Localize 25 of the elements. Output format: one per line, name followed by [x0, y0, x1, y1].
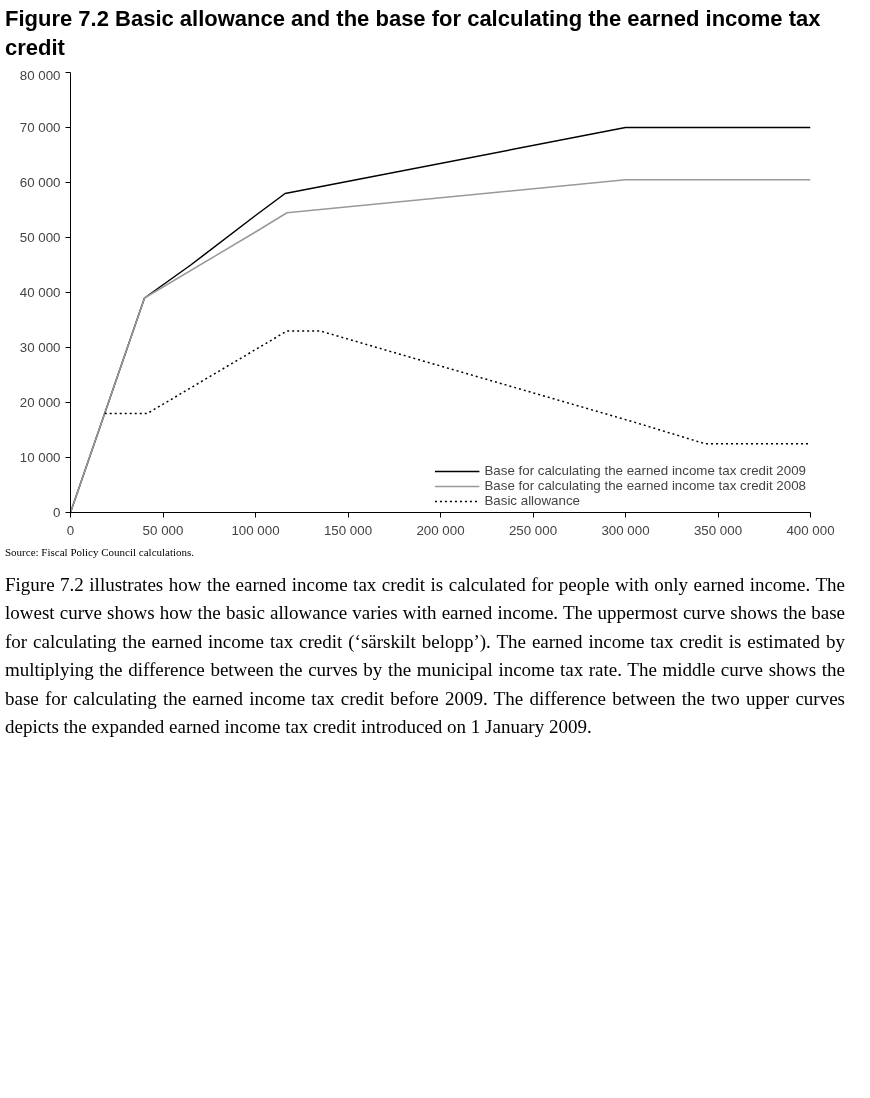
y-tick-label: 70 000: [19, 120, 61, 136]
line-series: [103, 330, 811, 445]
legend-label: Base for calculating the earned income tax credit 2009: [484, 463, 806, 479]
y-tick-label: 20 000: [19, 395, 61, 411]
y-tick-label: 40 000: [19, 285, 61, 301]
y-tick-label: 0: [53, 505, 61, 521]
x-tick-label: 250 000: [508, 522, 558, 538]
source-note: Source: Fiscal Policy Council calculations.: [5, 545, 195, 561]
x-tick-label: 300 000: [601, 522, 650, 538]
y-tick-label: 60 000: [19, 175, 61, 191]
y-tick-label: 30 000: [19, 340, 61, 356]
caption: Figure 7.2 illustrates how the earned income tax credit is calculated for people with only earned income. The lowest curve shows how the basic allowance varies with earned income. The uppermost curve shows the base for calculating the earned income tax credit (‘särskilt belopp’). The earned income tax credit is estimated by multiplying the difference between the curves by the municipal income tax rate. The middle curve shows the base for calculating the earned income tax credit before 2009. The difference between the two upper curves depicts the expanded earned income tax credit introduced on 1 January 2009.: [5, 572, 845, 740]
x-tick-label: 50 000: [142, 522, 184, 538]
x-tick-label: 0: [66, 522, 75, 538]
y-tick-label: 80 000: [19, 67, 61, 83]
chart-title: Figure 7.2 Basic allowance and the base for calculating the earned income tax credit: [5, 5, 822, 62]
legend-label: Basic allowance: [484, 493, 581, 509]
x-tick-label: 400 000: [786, 522, 835, 538]
y-tick-label: 10 000: [19, 450, 61, 466]
y-tick-label: 50 000: [19, 230, 61, 246]
x-tick-label: 200 000: [416, 522, 465, 538]
x-tick-label: 350 000: [693, 522, 743, 538]
legend-label: Base for calculating the earned income tax credit 2008: [484, 478, 806, 494]
x-tick-label: 100 000: [231, 522, 280, 538]
x-tick-label: 150 000: [323, 522, 373, 538]
